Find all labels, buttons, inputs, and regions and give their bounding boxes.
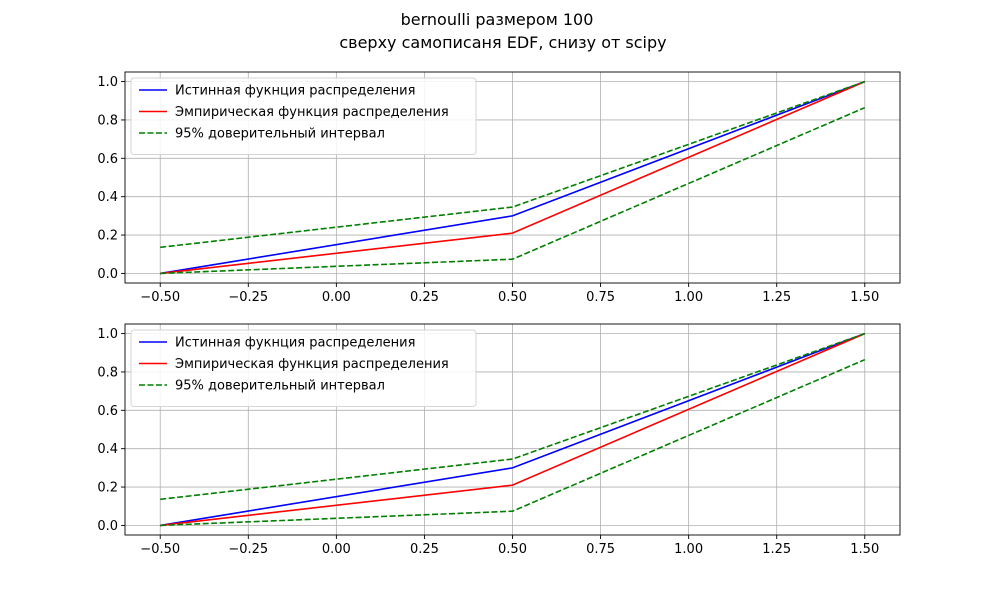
y-tick-label: 0.4 xyxy=(97,190,118,205)
series-line-1 xyxy=(160,80,866,275)
y-tick-label: 0.6 xyxy=(97,152,118,167)
series-line-3 xyxy=(160,106,866,275)
y-tick-label: 0.6 xyxy=(97,404,118,419)
x-tick-label: 0.75 xyxy=(586,542,615,557)
top-subplot: −0.50 −0.25 0.00 0.25 0.50 0.75 1.00 1.25 1.50 0.… xyxy=(97,71,901,305)
series-line-2 xyxy=(160,332,866,501)
legend-label: Истинная фукнция распределения xyxy=(175,336,415,351)
x-tick-label: 0.75 xyxy=(586,290,615,305)
figure-title-line2: сверху самописаня EDF, снизу от scipy xyxy=(339,33,666,52)
series-line-2 xyxy=(160,80,866,249)
x-tick-label: −0.50 xyxy=(140,290,180,305)
y-tick-label: 0.2 xyxy=(97,481,118,496)
legend-box xyxy=(130,329,477,407)
x-tick-label: 0.25 xyxy=(410,290,439,305)
series-line-0 xyxy=(160,80,866,275)
x-tick-label: 1.25 xyxy=(762,290,791,305)
x-tick-label: 0.25 xyxy=(410,542,439,557)
y-tick-label: 0.2 xyxy=(97,229,118,244)
x-tick-label: 1.50 xyxy=(850,290,879,305)
y-tick-label: 0.8 xyxy=(97,365,118,380)
y-tick-label: 0.0 xyxy=(97,519,118,534)
x-tick-label: −0.25 xyxy=(228,290,268,305)
figure-title-line1: bernoulli размером 100 xyxy=(401,10,594,29)
y-tick-label: 0.0 xyxy=(97,267,118,282)
series-line-0 xyxy=(160,332,866,527)
x-tick-label: 0.50 xyxy=(498,290,527,305)
y-tick-label: 0.4 xyxy=(97,442,118,457)
series-line-3 xyxy=(160,358,866,527)
x-tick-label: 1.00 xyxy=(674,542,703,557)
x-tick-label: 0.00 xyxy=(322,542,351,557)
legend-label: Эмпирическая функция распределения xyxy=(175,105,449,120)
x-tick-label: 1.50 xyxy=(850,542,879,557)
x-tick-label: 0.00 xyxy=(322,290,351,305)
legend-label: 95% доверительный интервал xyxy=(175,379,385,394)
legend-box xyxy=(130,77,477,155)
y-tick-label: 0.8 xyxy=(97,113,118,128)
y-tick-label: 1.0 xyxy=(97,75,118,90)
legend-label: Истинная фукнция распределения xyxy=(175,84,415,99)
x-tick-label: −0.25 xyxy=(228,542,268,557)
legend-label: Эмпирическая функция распределения xyxy=(175,357,449,372)
x-tick-label: 1.25 xyxy=(762,542,791,557)
legend-label: 95% доверительный интервал xyxy=(175,127,385,142)
legend: Истинная фукнция распределения Эмпирическ… xyxy=(130,77,477,155)
x-tick-label: 0.50 xyxy=(498,542,527,557)
x-tick-label: 1.00 xyxy=(674,290,703,305)
y-tick-label: 1.0 xyxy=(97,327,118,342)
legend: Истинная фукнция распределения Эмпирическ… xyxy=(130,329,477,407)
bottom-subplot: −0.50 −0.25 0.00 0.25 0.50 0.75 1.00 1.25 1.50 0.… xyxy=(97,323,901,557)
series-line-1 xyxy=(160,332,866,527)
x-tick-label: −0.50 xyxy=(140,542,180,557)
